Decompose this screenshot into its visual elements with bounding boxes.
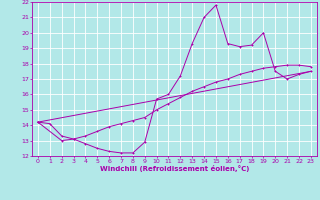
X-axis label: Windchill (Refroidissement éolien,°C): Windchill (Refroidissement éolien,°C) <box>100 165 249 172</box>
